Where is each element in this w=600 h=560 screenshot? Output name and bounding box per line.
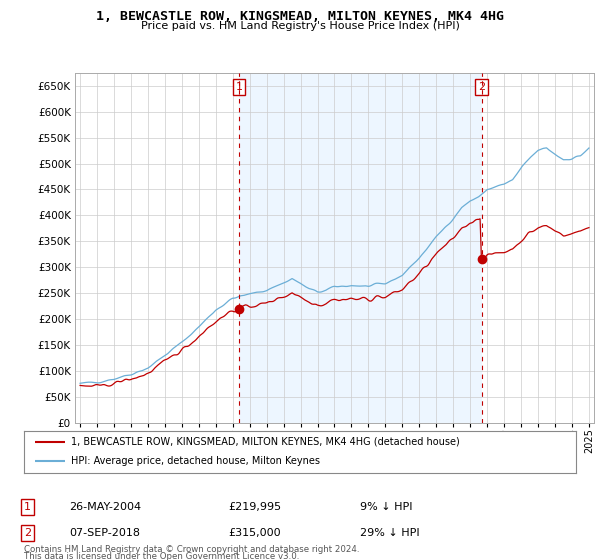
Text: 07-SEP-2018: 07-SEP-2018 (69, 528, 140, 538)
Text: Price paid vs. HM Land Registry's House Price Index (HPI): Price paid vs. HM Land Registry's House … (140, 21, 460, 31)
Text: £315,000: £315,000 (228, 528, 281, 538)
Text: 9% ↓ HPI: 9% ↓ HPI (360, 502, 413, 512)
Text: 1: 1 (24, 502, 31, 512)
Text: 2: 2 (478, 82, 485, 92)
Text: 2: 2 (24, 528, 31, 538)
Text: 1, BEWCASTLE ROW, KINGSMEAD, MILTON KEYNES, MK4 4HG: 1, BEWCASTLE ROW, KINGSMEAD, MILTON KEYN… (96, 10, 504, 23)
Text: HPI: Average price, detached house, Milton Keynes: HPI: Average price, detached house, Milt… (71, 456, 320, 466)
Text: 29% ↓ HPI: 29% ↓ HPI (360, 528, 419, 538)
Text: £219,995: £219,995 (228, 502, 281, 512)
Bar (239, 73, 482, 423)
Text: 26-MAY-2004: 26-MAY-2004 (69, 502, 141, 512)
Text: 1: 1 (236, 82, 242, 92)
Text: This data is licensed under the Open Government Licence v3.0.: This data is licensed under the Open Gov… (24, 552, 299, 560)
Text: 1, BEWCASTLE ROW, KINGSMEAD, MILTON KEYNES, MK4 4HG (detached house): 1, BEWCASTLE ROW, KINGSMEAD, MILTON KEYN… (71, 437, 460, 447)
Text: Contains HM Land Registry data © Crown copyright and database right 2024.: Contains HM Land Registry data © Crown c… (24, 545, 359, 554)
